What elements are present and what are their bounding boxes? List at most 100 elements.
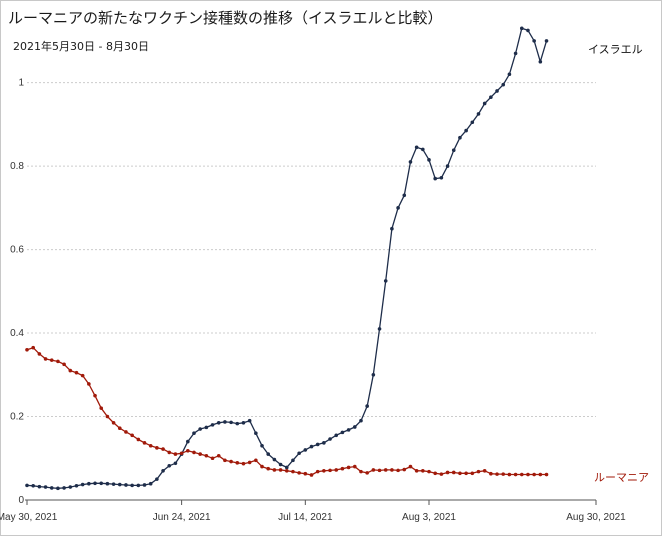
data-point: [303, 448, 308, 452]
x-tick-label: Aug 3, 2021: [402, 512, 456, 523]
data-point: [439, 472, 444, 476]
data-point: [396, 468, 400, 473]
series: [25, 26, 549, 491]
data-point: [396, 206, 400, 210]
data-point: [223, 458, 227, 463]
data-point: [470, 120, 475, 125]
data-point: [538, 59, 543, 64]
data-point: [241, 420, 246, 425]
data-point: [25, 347, 29, 352]
data-point: [482, 468, 487, 473]
data-point: [229, 459, 233, 464]
data-point: [74, 484, 79, 488]
data-point: [470, 471, 475, 476]
data-point: [390, 226, 394, 231]
data-point: [309, 473, 314, 477]
data-point: [495, 89, 499, 93]
data-point: [476, 469, 481, 474]
data-point: [346, 465, 351, 470]
data-point: [495, 472, 499, 476]
data-point: [451, 470, 456, 475]
data-point: [513, 51, 518, 56]
data-point: [93, 393, 97, 398]
data-point: [192, 450, 196, 455]
data-point: [458, 135, 462, 140]
data-point: [161, 447, 165, 451]
data-point: [421, 147, 425, 152]
data-point: [340, 466, 345, 471]
data-point: [297, 471, 301, 475]
data-point: [247, 418, 252, 423]
data-point: [482, 101, 487, 106]
data-point: [80, 482, 85, 487]
data-point: [427, 158, 431, 162]
data-point: [365, 404, 369, 408]
data-point: [291, 469, 295, 474]
data-point: [464, 128, 468, 133]
data-point: [87, 481, 91, 486]
data-point: [235, 461, 240, 465]
data-point: [142, 441, 147, 445]
data-point: [111, 482, 116, 486]
data-point: [235, 421, 240, 426]
data-point: [445, 164, 450, 168]
data-point: [272, 457, 277, 462]
data-point: [489, 95, 493, 100]
data-point: [179, 451, 184, 456]
data-point: [130, 483, 134, 488]
data-point: [260, 464, 264, 469]
data-point: [117, 426, 122, 431]
x-tick-label: Aug 30, 2021: [566, 512, 626, 523]
data-point: [458, 471, 462, 476]
data-point: [421, 468, 425, 473]
y-tick-label: 0.4: [10, 328, 24, 339]
data-point: [390, 468, 394, 472]
data-point: [278, 462, 283, 467]
data-point: [340, 430, 345, 435]
data-point: [198, 452, 202, 456]
x-tick-label: May 30, 2021: [0, 512, 58, 523]
data-point: [37, 352, 42, 356]
data-point: [105, 414, 110, 419]
data-point: [322, 441, 326, 445]
data-point: [266, 466, 271, 471]
data-point: [241, 461, 246, 466]
data-point: [408, 160, 413, 164]
data-point: [371, 468, 376, 472]
data-point: [266, 452, 271, 456]
data-point: [519, 472, 524, 477]
data-point: [173, 452, 178, 456]
data-point: [365, 471, 369, 475]
data-point: [142, 483, 147, 487]
data-point: [359, 418, 363, 423]
data-point: [247, 460, 252, 465]
data-point: [99, 406, 104, 410]
data-point: [37, 484, 42, 489]
data-point: [291, 458, 295, 463]
data-point: [260, 443, 264, 448]
data-point: [49, 486, 54, 490]
data-point: [334, 468, 339, 472]
y-tick-label: 0: [18, 495, 24, 506]
data-point: [148, 443, 153, 448]
data-point: [532, 39, 536, 43]
data-point: [315, 442, 320, 447]
data-point: [489, 471, 493, 476]
y-tick-label: 1: [18, 78, 24, 89]
data-point: [284, 465, 289, 470]
data-point: [254, 431, 258, 436]
data-point: [161, 468, 165, 473]
chart-title: ルーマニアの新たなワクチン接種数の推移（イスラエルと比較）: [8, 9, 443, 27]
data-point: [204, 425, 209, 430]
data-point: [359, 469, 363, 474]
data-point: [315, 469, 320, 474]
data-point: [223, 420, 227, 424]
data-point: [99, 481, 104, 486]
data-point: [62, 362, 66, 367]
data-point: [278, 468, 283, 472]
data-point: [49, 358, 54, 362]
data-point: [383, 279, 388, 283]
data-point: [322, 468, 326, 473]
data-point: [87, 382, 91, 386]
data-point: [476, 112, 481, 116]
